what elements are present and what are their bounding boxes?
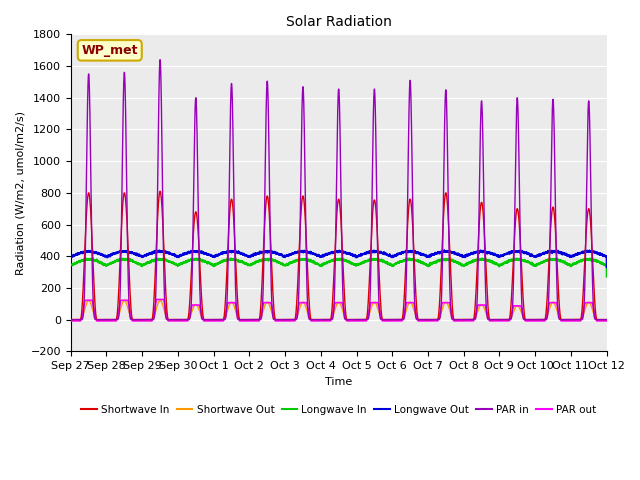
Legend: Shortwave In, Shortwave Out, Longwave In, Longwave Out, PAR in, PAR out: Shortwave In, Shortwave Out, Longwave In… — [77, 401, 600, 419]
Title: Solar Radiation: Solar Radiation — [285, 15, 392, 29]
Text: WP_met: WP_met — [81, 44, 138, 57]
Y-axis label: Radiation (W/m2, umol/m2/s): Radiation (W/m2, umol/m2/s) — [15, 111, 25, 275]
X-axis label: Time: Time — [325, 377, 352, 386]
